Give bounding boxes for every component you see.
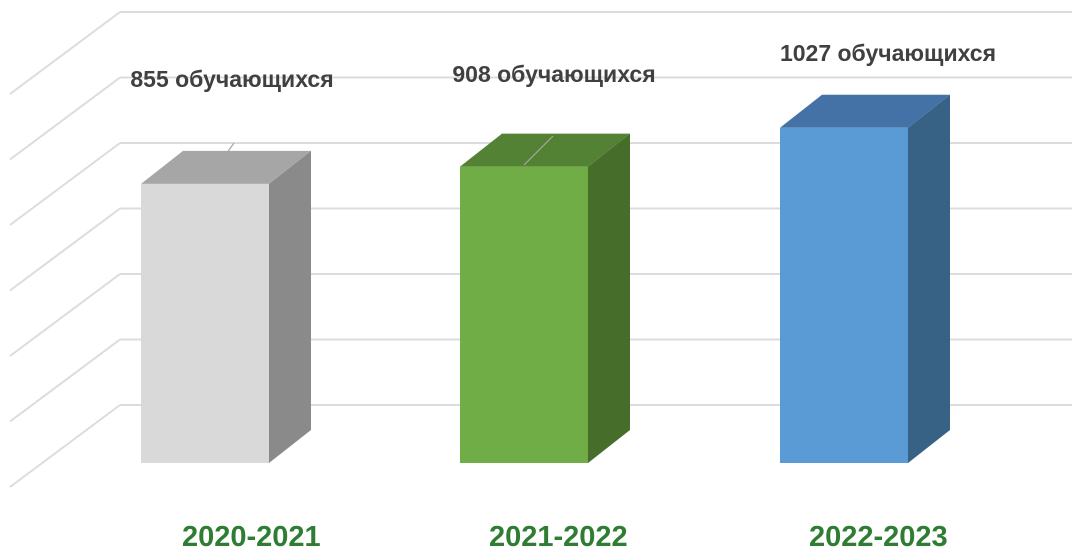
data-label: 855 обучающихся — [130, 66, 333, 92]
bar-2022-2023 — [780, 127, 908, 463]
leader-line — [523, 135, 554, 166]
leader-line — [204, 142, 235, 184]
bar-2020-2021 — [141, 183, 269, 464]
gridline-wall — [9, 207, 121, 292]
category-label: 2022-2023 — [809, 521, 948, 551]
data-label: 1027 обучающихся — [780, 40, 996, 66]
bar-top-2020-2021 — [141, 150, 311, 184]
bar-2021-2022 — [460, 166, 588, 464]
bar-side-2022-2023 — [908, 94, 950, 463]
bar-side-2021-2022 — [588, 133, 630, 464]
labels: 855 обучающихся 908 обучающихся 1027 обуча… — [130, 40, 996, 551]
gridline-wall — [9, 76, 121, 161]
gridline-wall — [9, 11, 121, 95]
category-label: 2020-2021 — [182, 521, 321, 551]
gridline-wall — [9, 142, 121, 226]
category-label: 2021-2022 — [489, 521, 628, 551]
data-label: 908 обучающихся — [452, 61, 655, 87]
bar-side-2020-2021 — [269, 150, 311, 464]
bar-top-2022-2023 — [780, 94, 950, 128]
bar-top-2021-2022 — [460, 133, 630, 167]
gridline-wall — [9, 273, 121, 357]
bars — [141, 94, 950, 464]
gridline-wall — [9, 404, 121, 488]
gridline-wall — [9, 338, 121, 423]
